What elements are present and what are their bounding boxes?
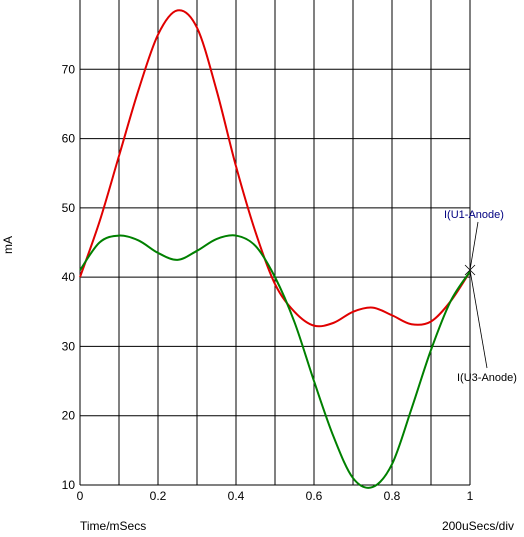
series-line-u1-anode <box>79 9 471 328</box>
probe-label-u3: I(U3-Anode) <box>457 372 517 384</box>
x-tick-label: 0.6 <box>306 489 323 503</box>
tick-labels: 0 0.2 0.4 0.6 0.8 1 10 20 30 40 50 60 70 <box>62 62 474 503</box>
probe-marker-b <box>464 264 476 276</box>
x-tick-label: 0.4 <box>228 489 245 503</box>
probe-annotations: I(U1-Anode) I(U3-Anode) <box>444 209 517 384</box>
x-tick-label: 0 <box>77 489 84 503</box>
series-layer <box>79 9 471 489</box>
y-tick-label: 20 <box>62 409 76 423</box>
probe-label-u1: I(U1-Anode) <box>444 209 504 221</box>
x-tick-label: 0.8 <box>384 489 401 503</box>
x-tick-label: 1 <box>467 489 474 503</box>
y-tick-label: 30 <box>62 339 76 353</box>
x-tick-label: 0.2 <box>150 489 167 503</box>
series-line-u3-anode <box>79 234 471 489</box>
y-tick-label: 70 <box>62 62 76 76</box>
y-axis-label: mA <box>1 236 15 254</box>
probe-leader-u1 <box>469 221 479 271</box>
y-tick-label: 60 <box>62 132 76 146</box>
y-tick-label: 50 <box>62 201 76 215</box>
scale-label: 200uSecs/div <box>442 519 514 533</box>
y-tick-label: 40 <box>62 270 76 284</box>
y-tick-label: 10 <box>62 478 76 492</box>
probe-leader-u3 <box>469 269 488 369</box>
plot-frame <box>79 0 470 486</box>
x-axis-label: Time/mSecs <box>80 519 146 533</box>
